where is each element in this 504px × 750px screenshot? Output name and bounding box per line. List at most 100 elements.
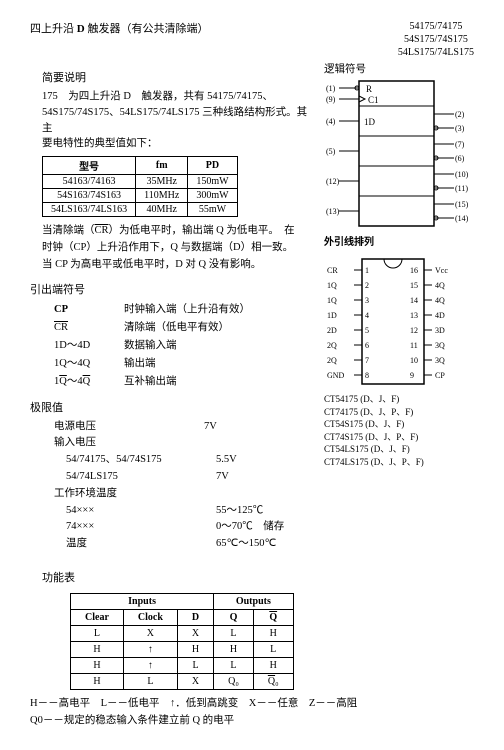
limit-val: 5.5V: [216, 452, 237, 469]
table-row: H↑HHL: [71, 641, 294, 657]
limit-val: 65℃～150℃: [216, 536, 276, 553]
limit-name: 54/74175、54/74S175: [66, 452, 216, 469]
cell: L: [253, 641, 293, 657]
svg-text:R: R: [366, 84, 372, 94]
svg-text:9: 9: [410, 371, 414, 380]
pin-name: 1Q～4Q: [54, 373, 124, 391]
svg-text:5: 5: [365, 326, 369, 335]
svg-text:11: 11: [410, 341, 418, 350]
chip-label: CT74S175 (D、J、P、F): [324, 431, 474, 444]
part-number: 54LS175/74LS175: [398, 46, 474, 59]
legend-line: Q0－－规定的稳态输入条件建立前 Q 的电平: [30, 713, 474, 730]
cell: Q₀: [253, 673, 293, 689]
cell: 54S163/74S163: [43, 189, 136, 203]
note-text: 当 CP 为高电平或低电平时，D 对 Q 没有影响。: [42, 259, 261, 270]
note-text: 当清除端（: [42, 225, 95, 236]
title-prefix: 四上升沿: [30, 23, 77, 35]
part-number: 54175/74175: [398, 20, 474, 33]
cell: L: [71, 625, 124, 641]
spec-header: 型号: [43, 157, 136, 175]
part-number-list: 54175/74175 54S175/74S175 54LS175/74LS17…: [398, 20, 474, 59]
pinout-caption: 外引线排列: [324, 233, 474, 248]
svg-text:15: 15: [410, 281, 418, 290]
svg-text:1Q: 1Q: [327, 281, 337, 290]
pin-desc: 输出端: [124, 355, 156, 373]
header-row: 四上升沿 D 触发器（有公共清除端） 54175/74175 54S175/74…: [30, 20, 474, 59]
svg-text:4D: 4D: [435, 311, 445, 320]
svg-text:4Q: 4Q: [435, 296, 445, 305]
cell: L: [214, 625, 254, 641]
pin-list: CP时钟输入端（上升沿有效） CR清除端（低电平有效） 1D～4D数据输入端 1…: [54, 301, 314, 390]
svg-text:3: 3: [365, 296, 369, 305]
chip-label: CT74175 (D、J、P、F): [324, 406, 474, 419]
pin-name: 1Q～4Q: [54, 355, 124, 373]
cell: 150mW: [188, 175, 237, 189]
cell: H: [71, 657, 124, 673]
right-column: 逻辑符号 (1) (9) (4) (5) (12) (13) (2) (3) (…: [324, 61, 474, 553]
cell: ↑: [123, 657, 177, 673]
func-header: D: [177, 609, 213, 625]
limit-name: 工作环境温度: [54, 486, 204, 503]
chip-pinout-diagram: CR116Vcc1Q2154Q1Q3144Q1D4134D2D5123D2Q61…: [324, 254, 469, 389]
chip-label: CT54LS175 (D、J、F): [324, 443, 474, 456]
svg-text:Vcc: Vcc: [435, 266, 448, 275]
function-table: Inputs Outputs Clear Clock D Q Q LXXLH H…: [70, 593, 294, 690]
chip-label: CT74LS175 (D、J、P、F): [324, 456, 474, 469]
svg-text:(10): (10): [455, 170, 469, 179]
cell: H: [253, 625, 293, 641]
svg-text:1Q: 1Q: [327, 296, 337, 305]
title-suffix: 触发器（有公共清除端）: [85, 23, 209, 35]
svg-text:6: 6: [365, 341, 369, 350]
desc-line: 175 为四上升沿 D 触发器，共有 54175/74175、: [42, 91, 273, 102]
limit-name: 电源电压: [54, 419, 204, 436]
svg-text:13: 13: [410, 311, 418, 320]
function-table-label: 功能表: [42, 569, 474, 585]
svg-text:(6): (6): [455, 154, 465, 163]
document-title: 四上升沿 D 触发器（有公共清除端）: [30, 20, 208, 59]
cell: H: [71, 673, 124, 689]
svg-text:16: 16: [410, 266, 418, 275]
chip-label: CT54S175 (D、J、F): [324, 418, 474, 431]
cell: 35MHz: [136, 175, 188, 189]
cell: H: [177, 641, 213, 657]
note-text: ）为低电平时，输出端 Q 为低电平。 在: [109, 225, 295, 236]
cell: X: [177, 625, 213, 641]
desc-line: 54S175/74S175、54LS175/74LS175 三种线路结构形式。其…: [42, 107, 307, 134]
svg-text:3Q: 3Q: [435, 341, 445, 350]
svg-text:1D: 1D: [327, 311, 337, 320]
cell: 54LS163/74LS163: [43, 203, 136, 217]
svg-text:CP: CP: [435, 371, 445, 380]
table-row: 54LS163/74LS16340MHz55mW: [43, 203, 238, 217]
svg-text:C1: C1: [368, 95, 379, 105]
svg-text:(11): (11): [455, 184, 468, 193]
svg-text:3Q: 3Q: [435, 356, 445, 365]
limit-name: 54×××: [66, 503, 216, 520]
cell: L: [177, 657, 213, 673]
pin-name: 1D～4D: [54, 337, 124, 355]
logic-symbol-diagram: (1) (9) (4) (5) (12) (13) (2) (3) (7) (6…: [324, 76, 469, 231]
cell: 40MHz: [136, 203, 188, 217]
table-row: LXXLH: [71, 625, 294, 641]
func-header: Clock: [123, 609, 177, 625]
part-number: 54S175/74S175: [398, 33, 474, 46]
limit-val: 7V: [216, 469, 229, 486]
limit-name: 74×××: [66, 519, 216, 536]
chip-label-list: CT54175 (D、J、F) CT74175 (D、J、P、F) CT54S1…: [324, 393, 474, 469]
svg-text:GND: GND: [327, 371, 345, 380]
legend-line: H－－高电平 L－－低电平 ↑．低到高跳变 X－－任意 Z－－高阻: [30, 696, 474, 713]
limit-name: 温度: [66, 536, 216, 553]
svg-text:12: 12: [410, 326, 418, 335]
cell: L: [123, 673, 177, 689]
table-row: H↑LLH: [71, 657, 294, 673]
svg-text:(12): (12): [326, 177, 340, 186]
svg-text:7: 7: [365, 356, 369, 365]
limit-name: 54/74LS175: [66, 469, 216, 486]
svg-text:(3): (3): [455, 124, 465, 133]
note-text: 时钟（CP）上升沿作用下，Q 与数据端（D）相一致。: [42, 242, 293, 253]
svg-text:2Q: 2Q: [327, 356, 337, 365]
logic-symbol-label: 逻辑符号: [324, 61, 474, 76]
func-group-header: Inputs: [71, 593, 214, 609]
spec-table: 型号 fm PD 54163/7416335MHz150mW 54S163/74…: [42, 156, 238, 217]
cell: ↑: [123, 641, 177, 657]
desc-line: 要电特性的典型值如下：: [42, 138, 158, 149]
